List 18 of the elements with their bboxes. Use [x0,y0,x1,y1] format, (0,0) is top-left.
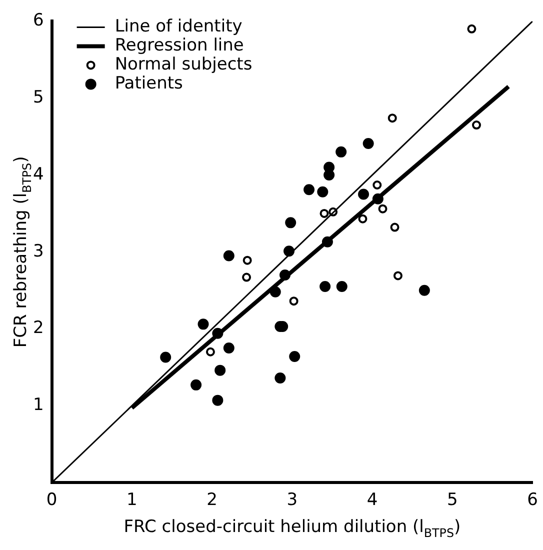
x-tick-label: 5 [447,490,458,510]
y-tick-label: 1 [32,395,44,416]
x-tick-label: 0 [46,490,58,510]
legend-label: Regression line [114,36,244,56]
x-tick-label: 2 [206,490,218,510]
y-tick-label: 4 [32,164,44,184]
x-tick-label: 1 [126,490,138,510]
x-tick-label: 6 [527,490,538,510]
y-tick-label: 2 [32,318,44,338]
legend-label: Patients [114,74,184,94]
y-tick-label: 3 [32,241,44,262]
x-tick-label: 4 [366,490,378,510]
y-tick-label: 6 [32,10,44,31]
y-axis-title: FCR rebreathing (lBTPS) [11,156,34,348]
y-tick-label: 5 [32,88,44,108]
x-tick-label: 3 [286,490,298,510]
legend-label: Normal subjects [114,54,252,75]
legend-label: Line of identity [114,16,242,37]
